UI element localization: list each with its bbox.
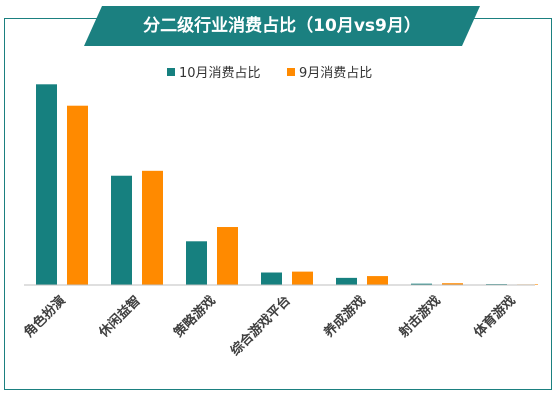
bar-0-1 (111, 175, 132, 285)
bar-1-2 (217, 227, 238, 285)
x-tick-label-6: 体育游戏 (471, 293, 519, 341)
legend-label-1: 9月消费占比 (299, 66, 372, 81)
bar-0-5 (411, 283, 432, 285)
legend-swatch-0 (167, 68, 175, 76)
x-tick-label-3: 综合游戏平台 (227, 293, 293, 359)
bar-0-0 (36, 84, 57, 285)
bar-1-5 (442, 283, 463, 285)
legend-swatch-1 (287, 68, 295, 76)
bar-1-0 (67, 105, 88, 285)
bar-1-1 (142, 170, 163, 285)
bars-group (36, 84, 538, 285)
x-tick-label-1: 休闲益智 (95, 293, 144, 342)
legend-label-0: 10月消费占比 (179, 66, 261, 81)
x-tick-labels: 角色扮演 休闲益智 策略游戏 综合游戏平台 养成游戏 射击游戏 体育游戏 (21, 293, 519, 359)
title-banner-shape (84, 6, 480, 46)
chart-title: 分二级行业消费占比（10月vs9月） (143, 16, 421, 36)
x-tick-label-2: 策略游戏 (171, 293, 219, 341)
bar-1-3 (292, 271, 313, 285)
x-tick-label-5: 射击游戏 (395, 293, 444, 342)
bar-1-4 (367, 276, 388, 285)
x-tick-label-0: 角色扮演 (21, 293, 69, 341)
bar-0-4 (336, 277, 357, 285)
title-banner: 分二级行业消费占比（10月vs9月） (84, 6, 480, 46)
bar-0-3 (261, 272, 282, 285)
legend: 10月消费占比 9月消费占比 (167, 66, 372, 81)
x-tick-label-4: 养成游戏 (320, 293, 369, 342)
bar-0-2 (186, 241, 207, 285)
